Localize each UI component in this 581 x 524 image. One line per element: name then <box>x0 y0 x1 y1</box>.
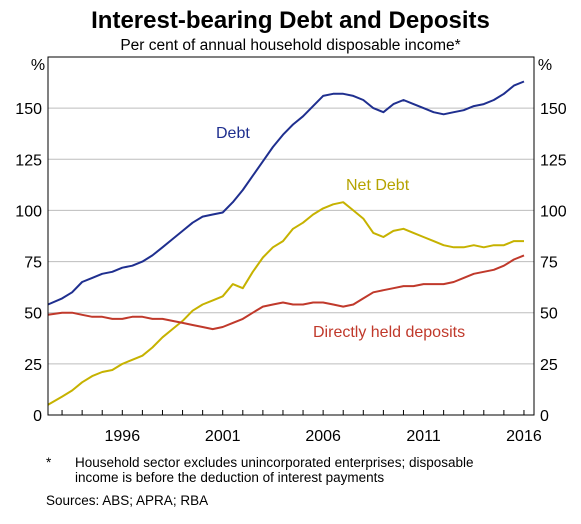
y-tick-label-right: 150 <box>540 101 567 118</box>
x-tick-label: 1996 <box>105 428 141 445</box>
y-tick-label-left: 50 <box>24 306 42 323</box>
y-tick-label-right: 125 <box>540 152 567 169</box>
net-debt-series-label: Net Debt <box>346 177 410 194</box>
footnote-marker: * <box>46 455 52 470</box>
x-tick-label: 2016 <box>506 428 542 445</box>
chart-subtitle: Per cent of annual household disposable … <box>120 37 460 54</box>
plot-frame <box>47 56 535 416</box>
y-tick-label-right: 50 <box>540 306 558 323</box>
y-tick-label-left: 25 <box>24 357 42 374</box>
debt-series-label: Debt <box>216 125 250 142</box>
y-unit-left: % <box>31 57 45 74</box>
y-tick-label-right: 0 <box>540 408 549 425</box>
gridlines <box>48 107 534 365</box>
y-tick-label-left: 100 <box>15 203 42 220</box>
series-line-directly-held-deposits <box>47 254 525 331</box>
y-tick-label-left: 75 <box>24 255 42 272</box>
y-tick-label-right: 75 <box>540 255 558 272</box>
y-tick-label-right: 100 <box>540 203 567 220</box>
axis-ticks: 0 0 25 25 50 50 75 75 100 100 125 125 150 150 1996 2001… <box>15 101 567 445</box>
y-unit-right: % <box>538 57 552 74</box>
x-tick-label: 2011 <box>406 428 441 445</box>
y-tick-label-right: 25 <box>540 357 558 374</box>
sources-note: Sources: ABS; APRA; RBA <box>46 493 209 508</box>
series-line-debt <box>47 80 525 306</box>
series-line-net-debt <box>47 201 524 406</box>
y-tick-label-left: 150 <box>15 101 42 118</box>
series-lines <box>47 80 525 406</box>
deposits-series-label: Directly held deposits <box>313 324 465 341</box>
x-tick-label: 2001 <box>205 428 241 445</box>
chart-title: Interest-bearing Debt and Deposits <box>91 7 490 34</box>
footnote-text: Household sector excludes unincorporated… <box>75 455 474 485</box>
y-tick-label-left: 0 <box>33 408 42 425</box>
y-tick-label-left: 125 <box>15 152 42 169</box>
x-tick-label: 2006 <box>305 428 341 445</box>
